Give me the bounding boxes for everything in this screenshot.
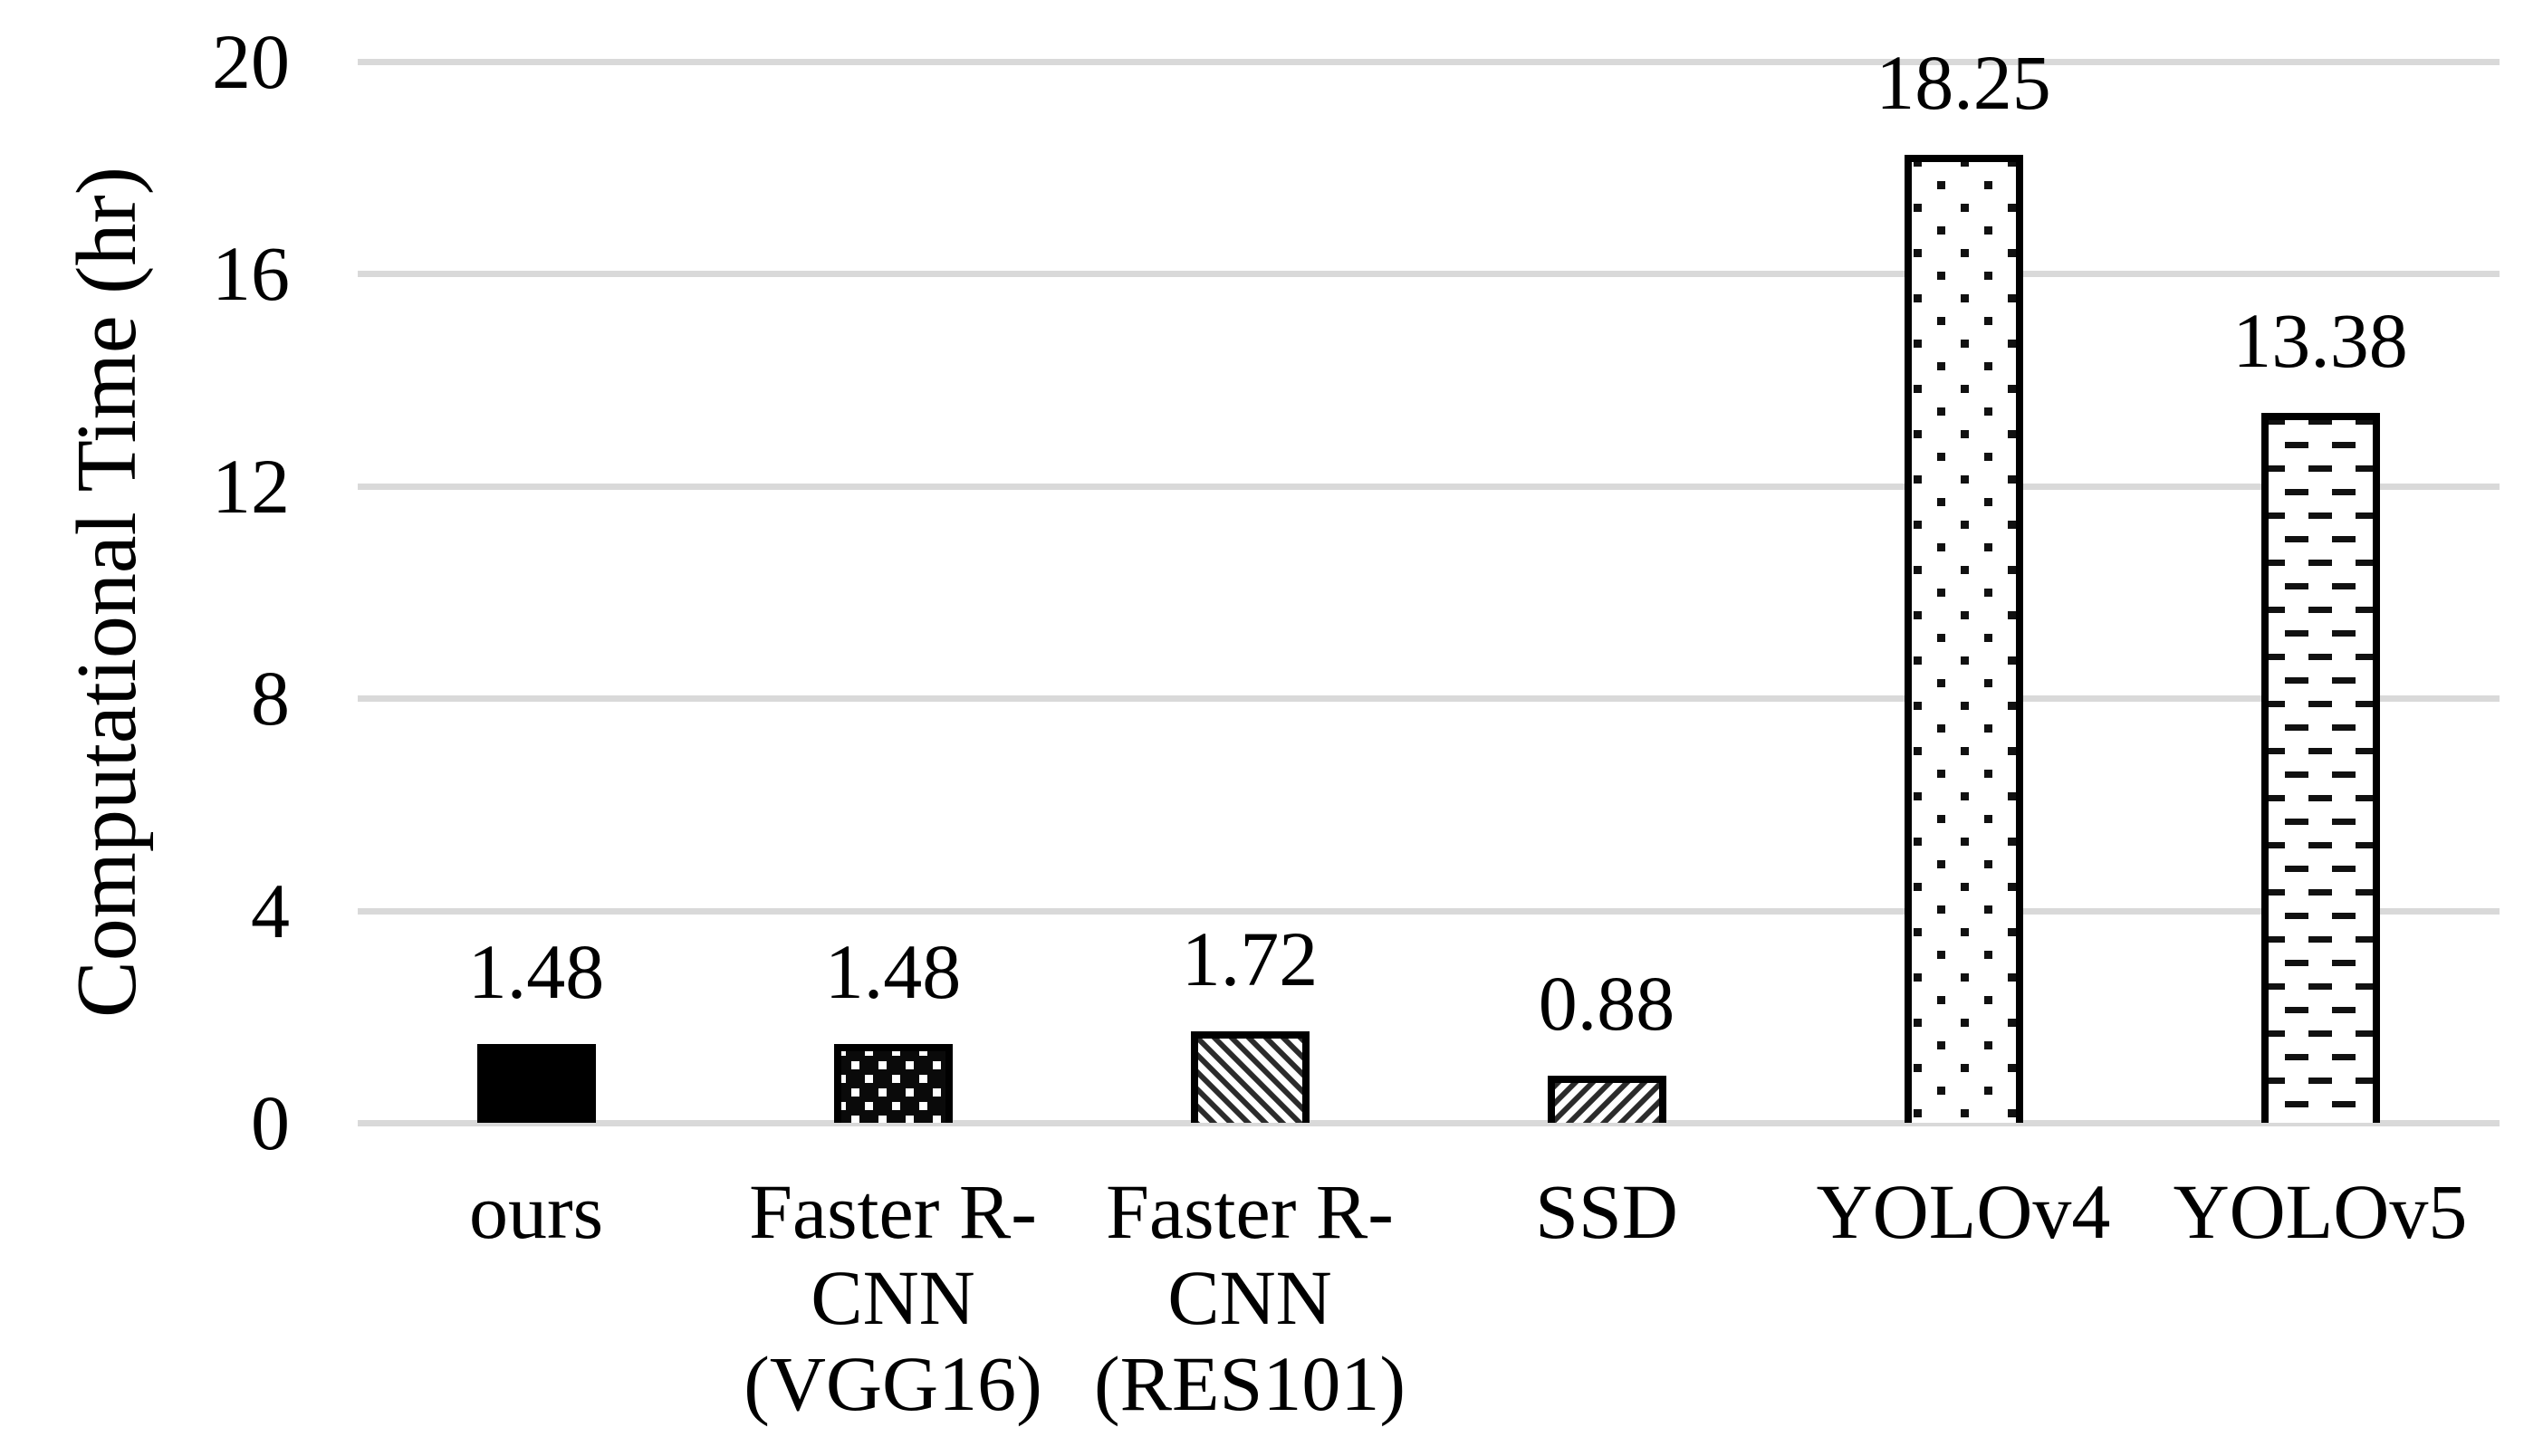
y-tick-label-0: 0 xyxy=(251,1079,290,1166)
category-label-faster-rcnn-res101: Faster R- CNN (RES101) xyxy=(1094,1168,1406,1427)
y-tick-label-16: 16 xyxy=(212,230,290,317)
category-label-yolov4: YOLOv4 xyxy=(1816,1168,2111,1255)
data-label-yolov5: 13.38 xyxy=(2232,297,2408,384)
category-label-ours: ours xyxy=(468,1168,604,1255)
data-label-faster-rcnn-vgg16: 1.48 xyxy=(824,928,962,1015)
bar-ours xyxy=(476,1044,596,1123)
bar-faster-rcnn-res101 xyxy=(1190,1031,1310,1123)
data-label-yolov4: 18.25 xyxy=(1876,39,2051,126)
category-label-yolov5: YOLOv5 xyxy=(2173,1168,2468,1255)
gridline-4 xyxy=(358,908,2500,915)
gridline-20 xyxy=(358,59,2500,65)
y-tick-label-8: 8 xyxy=(251,655,290,742)
gridline-0 xyxy=(358,1120,2500,1126)
category-label-faster-rcnn-vgg16: Faster R- CNN (VGG16) xyxy=(744,1168,1042,1427)
data-label-ours: 1.48 xyxy=(467,928,605,1015)
category-label-ssd: SSD xyxy=(1535,1168,1678,1255)
bar-yolov5 xyxy=(2260,413,2380,1123)
y-tick-label-4: 4 xyxy=(251,867,290,954)
gridline-12 xyxy=(358,484,2500,490)
bar-ssd xyxy=(1547,1076,1666,1123)
y-tick-label-12: 12 xyxy=(212,443,290,530)
bar-faster-rcnn-vgg16 xyxy=(833,1044,953,1123)
bar-yolov4 xyxy=(1904,155,2023,1123)
y-axis-title: Computational Time (hr) xyxy=(60,167,154,1018)
gridline-8 xyxy=(358,695,2500,702)
data-label-ssd: 0.88 xyxy=(1538,960,1675,1047)
y-tick-label-20: 20 xyxy=(212,18,290,105)
data-label-faster-rcnn-res101: 1.72 xyxy=(1181,915,1319,1002)
gridline-16 xyxy=(358,271,2500,277)
